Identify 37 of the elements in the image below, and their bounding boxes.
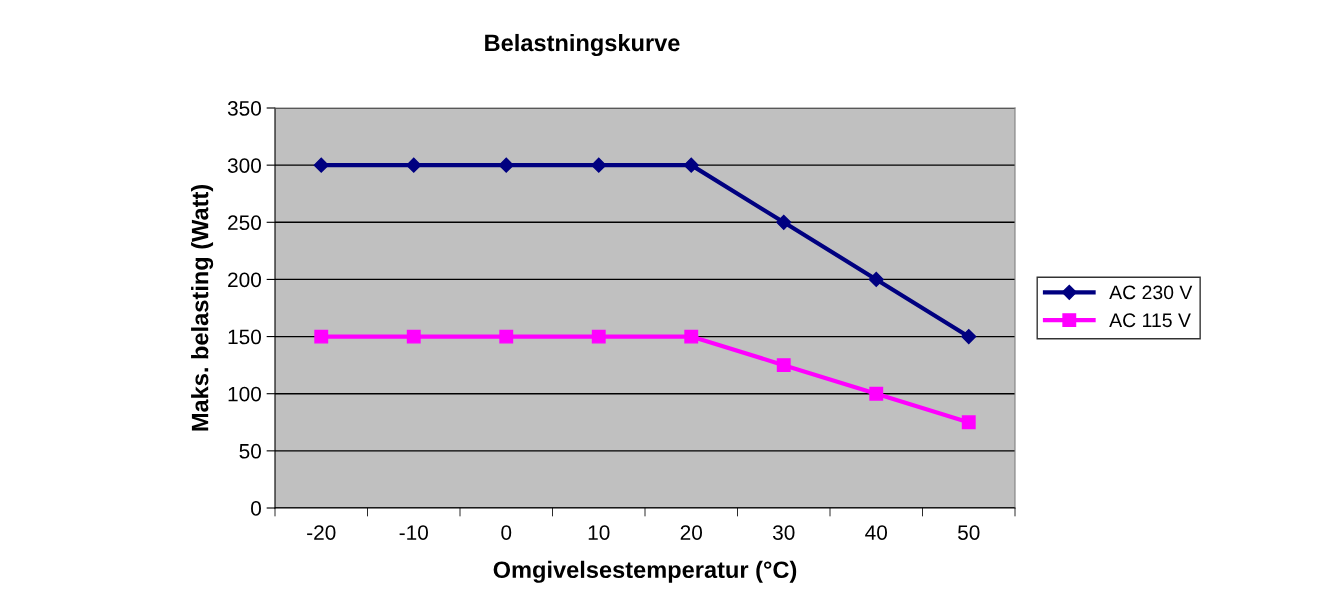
y-tick-label: 100 <box>228 386 261 402</box>
y-tick-label: 200 <box>228 272 261 288</box>
legend-label: AC 115 V <box>1109 313 1191 328</box>
x-tick-label: 20 <box>680 525 703 540</box>
x-tick-label: 30 <box>772 525 795 540</box>
point <box>499 329 514 344</box>
y-tick-label: 50 <box>239 443 261 459</box>
x-tick-label: -20 <box>307 525 336 540</box>
point <box>868 271 884 287</box>
point <box>869 386 884 401</box>
y-tick-label: 0 <box>251 501 261 516</box>
point <box>961 329 977 345</box>
x-axis-title: Omgivelsestemperatur (°C) <box>493 560 797 583</box>
point <box>684 329 699 344</box>
x-tick-label: 40 <box>865 525 888 540</box>
legend-label: AC 230 V <box>1109 285 1193 300</box>
point <box>406 329 421 344</box>
y-tick-label: 250 <box>228 215 261 231</box>
point <box>776 214 792 230</box>
x-tick-label: 10 <box>588 525 610 540</box>
point <box>683 157 699 173</box>
point <box>776 358 791 373</box>
point <box>314 329 329 344</box>
point <box>406 157 422 173</box>
y-tick-label: 150 <box>228 329 261 345</box>
point <box>313 157 329 173</box>
y-axis-title: Maks. belasting (Watt) <box>191 184 214 431</box>
y-tick-label: 350 <box>227 101 261 116</box>
point <box>961 415 976 430</box>
chart-title: Belastningskurve <box>485 33 680 57</box>
x-tick-label: 50 <box>958 525 980 540</box>
point <box>591 157 607 173</box>
y-tick-label: 300 <box>227 158 261 173</box>
x-tick-label: 0 <box>501 525 512 540</box>
point <box>498 157 514 173</box>
x-tick-label: -10 <box>399 525 428 540</box>
point <box>591 329 606 344</box>
